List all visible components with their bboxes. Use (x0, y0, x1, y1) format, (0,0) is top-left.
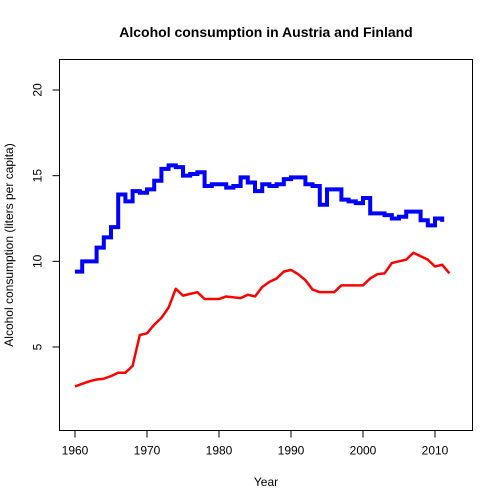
series-line-blue (75, 163, 445, 274)
chart-title: Alcohol consumption in Austria and Finla… (119, 24, 412, 40)
y-tick-label: 10 (31, 254, 45, 268)
x-tick-label: 1970 (134, 444, 161, 458)
x-tick-label: 2010 (422, 444, 449, 458)
y-axis-ticks: 5 10 15 20 (31, 83, 60, 350)
x-tick-label: 2000 (350, 444, 377, 458)
x-tick-label: 1960 (62, 444, 89, 458)
x-tick-label: 1980 (206, 444, 233, 458)
series-layer (74, 163, 451, 388)
y-tick-label: 20 (31, 83, 45, 97)
x-tick-label: 1990 (278, 444, 305, 458)
y-tick-label: 5 (31, 343, 45, 350)
y-axis-label: Alcohol consumption (liters per capita) (2, 143, 16, 346)
plot-area (59, 59, 473, 431)
series-line-red (74, 251, 451, 388)
x-axis-ticks: 1960 1970 1980 1990 2000 2010 (62, 430, 449, 458)
y-tick-label: 15 (31, 169, 45, 183)
x-axis-label: Year (254, 475, 278, 489)
